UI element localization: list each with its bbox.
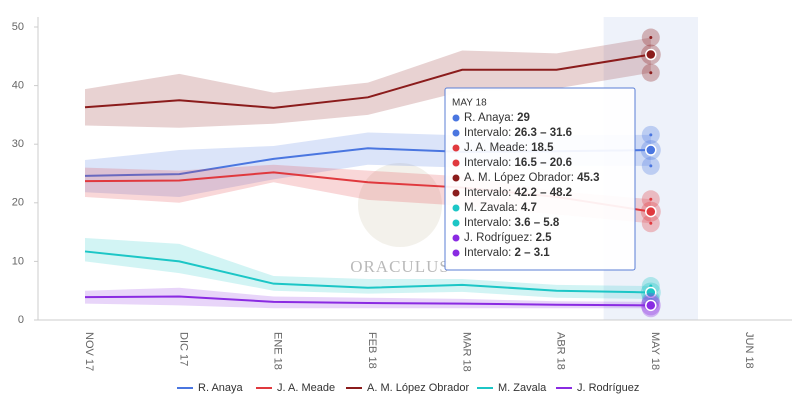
interval-point xyxy=(649,221,653,225)
x-tick-label: ABR 18 xyxy=(555,332,567,370)
x-tick-label: DIC 17 xyxy=(177,332,189,366)
x-tick-label: JUN 18 xyxy=(743,332,755,369)
legend-item[interactable]: J. A. Meade xyxy=(256,382,335,394)
tooltip-lower: 3.6 xyxy=(515,217,531,229)
tooltip-row: J. A. Meade: 18.5 xyxy=(464,142,554,154)
tooltip-bullet xyxy=(452,114,460,122)
tooltip-upper: 3.1 xyxy=(534,247,551,259)
tooltip-value: 29 xyxy=(517,112,530,124)
tooltip: MAY 18 R. Anaya: 29 Intervalo: 26.3 – 31.6… xyxy=(444,87,636,271)
legend-label: R. Anaya xyxy=(198,382,244,394)
tooltip-bullet xyxy=(452,159,460,167)
tooltip-bullet xyxy=(452,204,460,212)
tooltip-value: 18.5 xyxy=(531,142,554,154)
tooltip-interval-label: Intervalo xyxy=(464,157,508,169)
interval-point xyxy=(649,36,653,40)
interval-band xyxy=(85,237,651,299)
legend-item[interactable]: J. Rodríguez xyxy=(556,382,639,394)
tooltip-row: J. Rodríguez: 2.5 xyxy=(464,232,552,244)
x-tick-label: MAR 18 xyxy=(460,332,472,372)
legend-label: J. A. Meade xyxy=(277,382,335,394)
y-tick-label: 50 xyxy=(12,21,24,33)
y-tick-label: 20 xyxy=(12,197,24,209)
tooltip-bullet xyxy=(452,174,460,182)
tooltip-upper: 20.6 xyxy=(550,157,572,169)
tooltip-lower: 2 xyxy=(515,247,521,259)
tooltip-row: Intervalo: 3.6 – 5.8 xyxy=(464,217,560,229)
tooltip-bullet xyxy=(452,219,460,227)
y-tick-label: 30 xyxy=(12,138,24,150)
tooltip-row: M. Zavala: 4.7 xyxy=(464,202,537,214)
tooltip-bullet xyxy=(452,189,460,197)
interval-band xyxy=(85,37,651,128)
tooltip-name: J. Rodríguez xyxy=(464,232,529,244)
tooltip-value: 2.5 xyxy=(536,232,553,244)
tooltip-bullet xyxy=(452,249,460,257)
tooltip-row: R. Anaya: 29 xyxy=(464,112,530,124)
tooltip-lower: 16.5 xyxy=(515,157,538,169)
interval-point xyxy=(649,71,653,75)
tooltip-name: M. Zavala xyxy=(464,202,515,214)
legend-label: J. Rodríguez xyxy=(577,382,639,394)
tooltip-upper: 5.8 xyxy=(543,217,560,229)
interval-band xyxy=(85,287,651,309)
tooltip-box xyxy=(444,87,636,271)
point-marker xyxy=(645,48,657,61)
tooltip-interval-label: Intervalo xyxy=(464,217,508,229)
legend-label: A. M. López Obrador xyxy=(367,382,469,394)
tooltip-bullet xyxy=(452,129,460,137)
tooltip-row: Intervalo: 26.3 – 31.6 xyxy=(464,127,572,139)
interval-point xyxy=(649,164,653,168)
y-tick-label: 10 xyxy=(12,255,24,267)
tooltip-bullet xyxy=(452,144,460,152)
tooltip-lower: 26.3 xyxy=(515,127,537,139)
point-marker xyxy=(645,144,657,156)
x-tick-label: NOV 17 xyxy=(83,332,95,371)
point-marker xyxy=(645,205,657,218)
tooltip-row: Intervalo: 2 – 3.1 xyxy=(464,247,550,259)
tooltip-interval-label: Intervalo xyxy=(464,127,508,139)
tooltip-value: 4.7 xyxy=(521,202,537,214)
tooltip-bullet xyxy=(452,234,460,242)
tooltip-upper: 31.6 xyxy=(550,127,572,139)
interval-point xyxy=(649,197,653,201)
tooltip-row: A. M. López Obrador: 45.3 xyxy=(464,172,600,184)
legend-item[interactable]: R. Anaya xyxy=(177,382,244,394)
tooltip-value: 45.3 xyxy=(577,172,599,184)
series-line xyxy=(84,250,651,294)
interval-point xyxy=(649,133,653,137)
series-line xyxy=(84,295,651,307)
legend-label: M. Zavala xyxy=(498,382,547,394)
tooltip-name: A. M. López Obrador xyxy=(464,172,571,184)
tooltip-lower: 42.2 xyxy=(515,187,537,199)
x-tick-label: ENE 18 xyxy=(272,332,284,370)
legend-item[interactable]: M. Zavala xyxy=(477,382,547,394)
tooltip-upper: 48.2 xyxy=(550,187,572,199)
point-marker xyxy=(645,286,657,299)
tooltip-name: J. A. Meade xyxy=(464,142,525,154)
x-tick-label: FEB 18 xyxy=(366,332,378,369)
tooltip-row: Intervalo: 42.2 – 48.2 xyxy=(464,187,572,199)
series-line xyxy=(84,53,651,109)
watermark-globe xyxy=(358,163,442,247)
tooltip-name: R. Anaya xyxy=(464,112,511,124)
y-tick-label: 40 xyxy=(12,80,24,92)
point-marker xyxy=(645,299,657,312)
watermark: ORACULUS xyxy=(350,257,450,276)
tooltip-interval-label: Intervalo xyxy=(464,247,508,259)
y-tick-label: 0 xyxy=(18,314,24,326)
tooltip-row: Intervalo: 16.5 – 20.6 xyxy=(464,157,572,169)
tooltip-title: MAY 18 xyxy=(452,98,487,109)
x-tick-label: MAY 18 xyxy=(649,332,661,370)
tooltip-interval-label: Intervalo xyxy=(464,187,508,199)
legend-item[interactable]: A. M. López Obrador xyxy=(346,382,469,394)
